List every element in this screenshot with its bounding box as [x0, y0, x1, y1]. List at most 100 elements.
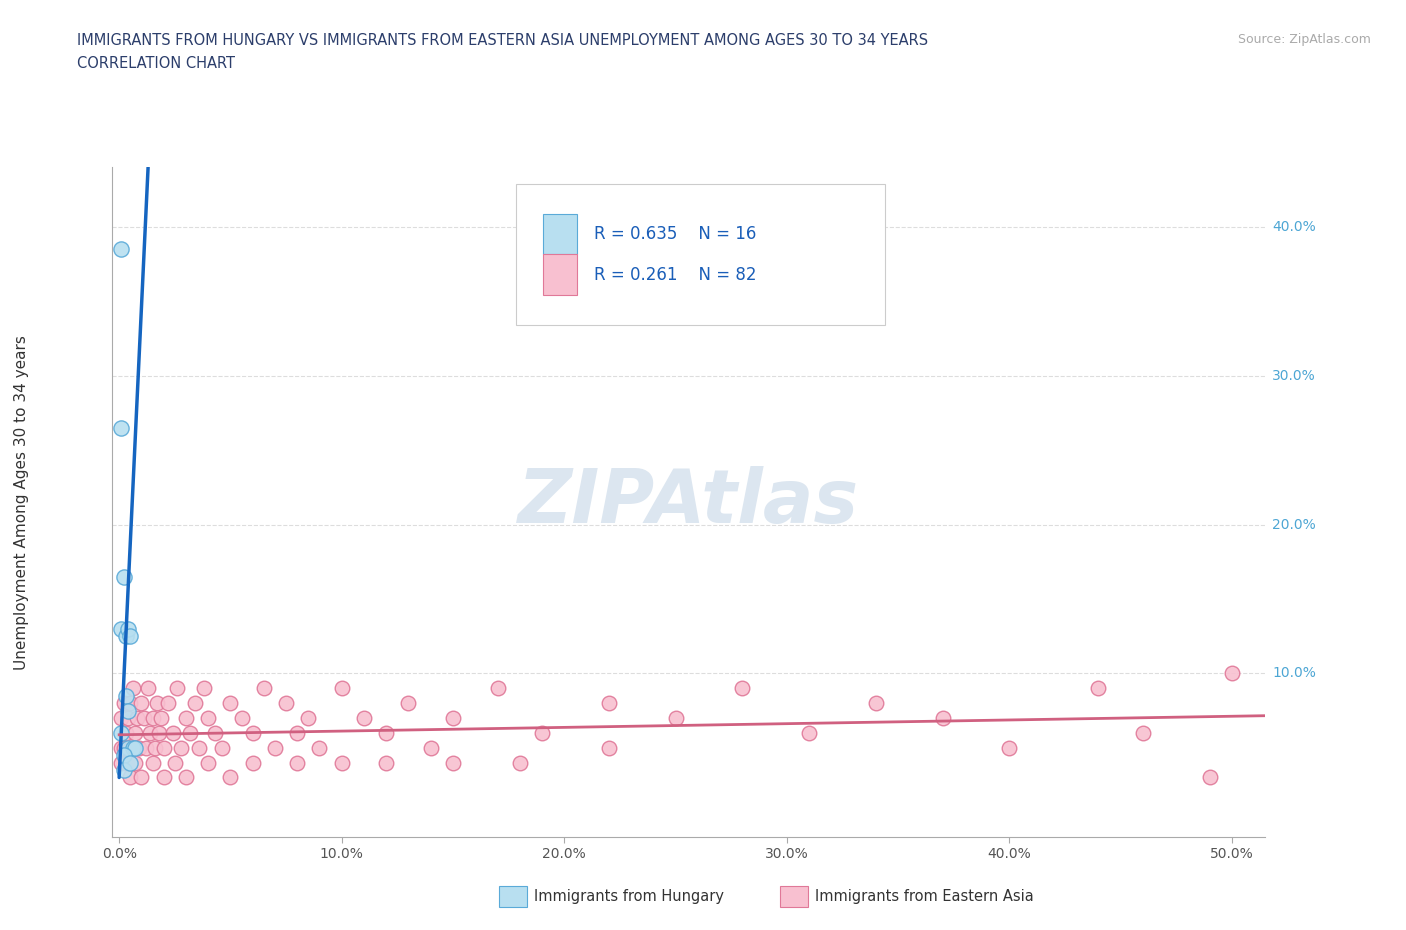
Point	[353, 711, 375, 725]
Point	[297, 711, 319, 725]
Point	[1087, 681, 1109, 696]
Text: 30.0%: 30.0%	[1272, 368, 1316, 383]
Point	[285, 725, 308, 740]
Point	[531, 725, 554, 740]
Point	[509, 755, 531, 770]
Point	[330, 681, 353, 696]
Point	[330, 755, 353, 770]
Point	[163, 755, 186, 770]
Point	[285, 755, 308, 770]
Point	[110, 621, 132, 636]
Point	[174, 770, 197, 785]
Text: ZIPAtlas: ZIPAtlas	[519, 466, 859, 538]
Point	[114, 755, 136, 770]
Point	[375, 755, 398, 770]
Point	[135, 740, 157, 755]
Point	[441, 711, 464, 725]
Point	[197, 711, 219, 725]
Point	[188, 740, 211, 755]
Text: R = 0.261    N = 82: R = 0.261 N = 82	[595, 266, 756, 284]
Text: Immigrants from Eastern Asia: Immigrants from Eastern Asia	[815, 889, 1035, 904]
Point	[136, 681, 159, 696]
Point	[114, 755, 136, 770]
Point	[146, 696, 169, 711]
Point	[125, 711, 148, 725]
Text: 10.0%: 10.0%	[1272, 666, 1316, 681]
Text: IMMIGRANTS FROM HUNGARY VS IMMIGRANTS FROM EASTERN ASIA UNEMPLOYMENT AMONG AGES : IMMIGRANTS FROM HUNGARY VS IMMIGRANTS FR…	[77, 33, 928, 47]
Point	[152, 740, 174, 755]
Point	[486, 681, 509, 696]
Point	[112, 569, 135, 584]
Point	[132, 711, 155, 725]
FancyBboxPatch shape	[516, 184, 884, 325]
Point	[124, 725, 146, 740]
Point	[124, 740, 146, 755]
Point	[398, 696, 420, 711]
Point	[110, 755, 132, 770]
Point	[162, 725, 184, 740]
Point	[121, 681, 143, 696]
Point	[375, 725, 398, 740]
Point	[598, 696, 620, 711]
Point	[112, 748, 135, 763]
Point	[114, 688, 136, 703]
Point	[441, 755, 464, 770]
Point	[166, 681, 188, 696]
Point	[211, 740, 233, 755]
Point	[219, 770, 242, 785]
Point	[110, 740, 132, 755]
Point	[865, 696, 887, 711]
Point	[419, 740, 441, 755]
Text: Unemployment Among Ages 30 to 34 years: Unemployment Among Ages 30 to 34 years	[14, 335, 28, 670]
Point	[117, 703, 139, 718]
Point	[797, 725, 820, 740]
Text: Source: ZipAtlas.com: Source: ZipAtlas.com	[1237, 33, 1371, 46]
Point	[128, 740, 150, 755]
Point	[665, 711, 688, 725]
Point	[231, 711, 253, 725]
Point	[117, 711, 139, 725]
Bar	[543, 214, 576, 255]
Point	[197, 755, 219, 770]
Point	[141, 755, 163, 770]
Text: CORRELATION CHART: CORRELATION CHART	[77, 56, 235, 71]
Point	[120, 755, 142, 770]
Text: Immigrants from Hungary: Immigrants from Hungary	[534, 889, 724, 904]
Text: R = 0.635    N = 16: R = 0.635 N = 16	[595, 225, 756, 244]
Point	[998, 740, 1021, 755]
Point	[253, 681, 276, 696]
Text: 20.0%: 20.0%	[1272, 517, 1316, 532]
Point	[1198, 770, 1220, 785]
Point	[120, 696, 142, 711]
Point	[121, 740, 143, 755]
Point	[157, 696, 180, 711]
Point	[124, 755, 146, 770]
Point	[204, 725, 226, 740]
Point	[120, 740, 142, 755]
Bar	[543, 255, 576, 295]
Point	[110, 725, 132, 740]
Point	[931, 711, 953, 725]
Point	[117, 740, 139, 755]
Point	[598, 740, 620, 755]
Point	[112, 740, 135, 755]
Point	[112, 763, 135, 777]
Point	[264, 740, 287, 755]
Point	[150, 711, 173, 725]
Point	[120, 770, 142, 785]
Point	[1132, 725, 1154, 740]
Point	[143, 740, 166, 755]
Point	[117, 621, 139, 636]
Point	[1220, 666, 1243, 681]
Point	[120, 629, 142, 644]
Point	[242, 725, 264, 740]
Point	[112, 696, 135, 711]
Point	[110, 711, 132, 725]
Point	[110, 420, 132, 435]
Point	[274, 696, 297, 711]
Point	[184, 696, 207, 711]
Point	[114, 725, 136, 740]
Text: □: □	[509, 888, 527, 907]
Point	[152, 770, 174, 785]
Text: 40.0%: 40.0%	[1272, 219, 1316, 234]
